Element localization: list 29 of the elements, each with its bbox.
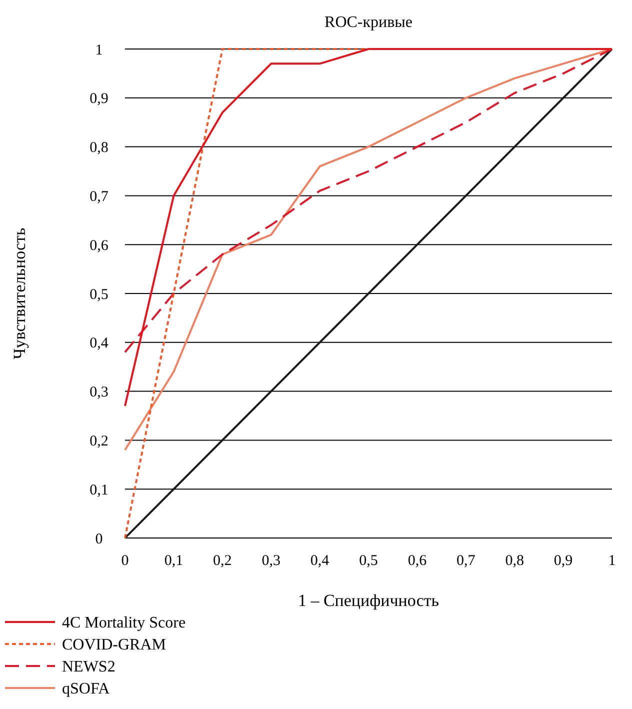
y-tick-label: 0,4 — [90, 336, 109, 352]
x-tick-label: 0,2 — [213, 553, 232, 569]
x-tick-label: 0,8 — [505, 553, 524, 569]
x-tick-label: 0,7 — [456, 553, 476, 569]
y-tick-label: 0,2 — [90, 433, 108, 450]
x-tick-label: 0,1 — [164, 553, 184, 569]
x-tick-label: 0 — [121, 553, 129, 569]
legend-label: NEWS2 — [62, 658, 116, 676]
y-tick-label: 0,6 — [90, 238, 109, 254]
x-tick-label: 0,6 — [408, 553, 428, 569]
y-tick-label: 0,3 — [90, 384, 108, 401]
y-axis-title: Чувствительность — [10, 227, 29, 360]
legend-label: COVID-GRAM — [62, 636, 166, 654]
y-tick-label: 1 — [95, 42, 103, 58]
legend-label: qSOFA — [62, 680, 110, 698]
x-tick-label: 0,4 — [310, 553, 330, 569]
y-tick-label: 0,9 — [90, 91, 108, 108]
x-tick-label: 0,9 — [554, 553, 573, 569]
y-tick-label: 0,1 — [90, 482, 108, 498]
y-tick-label: 0,7 — [90, 188, 109, 205]
y-tick-label: 0,5 — [90, 286, 108, 303]
x-tick-label: 0,3 — [262, 553, 280, 569]
x-tick-label: 0,5 — [359, 553, 378, 569]
x-tick-label: 1 — [608, 553, 616, 569]
y-tick-label: 0 — [95, 531, 103, 548]
x-axis-title: 1 – Специфичность — [298, 591, 440, 610]
chart-title: ROC-кривые — [324, 14, 412, 31]
y-tick-label: 0,8 — [90, 140, 108, 156]
legend-label: 4C Mortality Score — [62, 614, 186, 632]
